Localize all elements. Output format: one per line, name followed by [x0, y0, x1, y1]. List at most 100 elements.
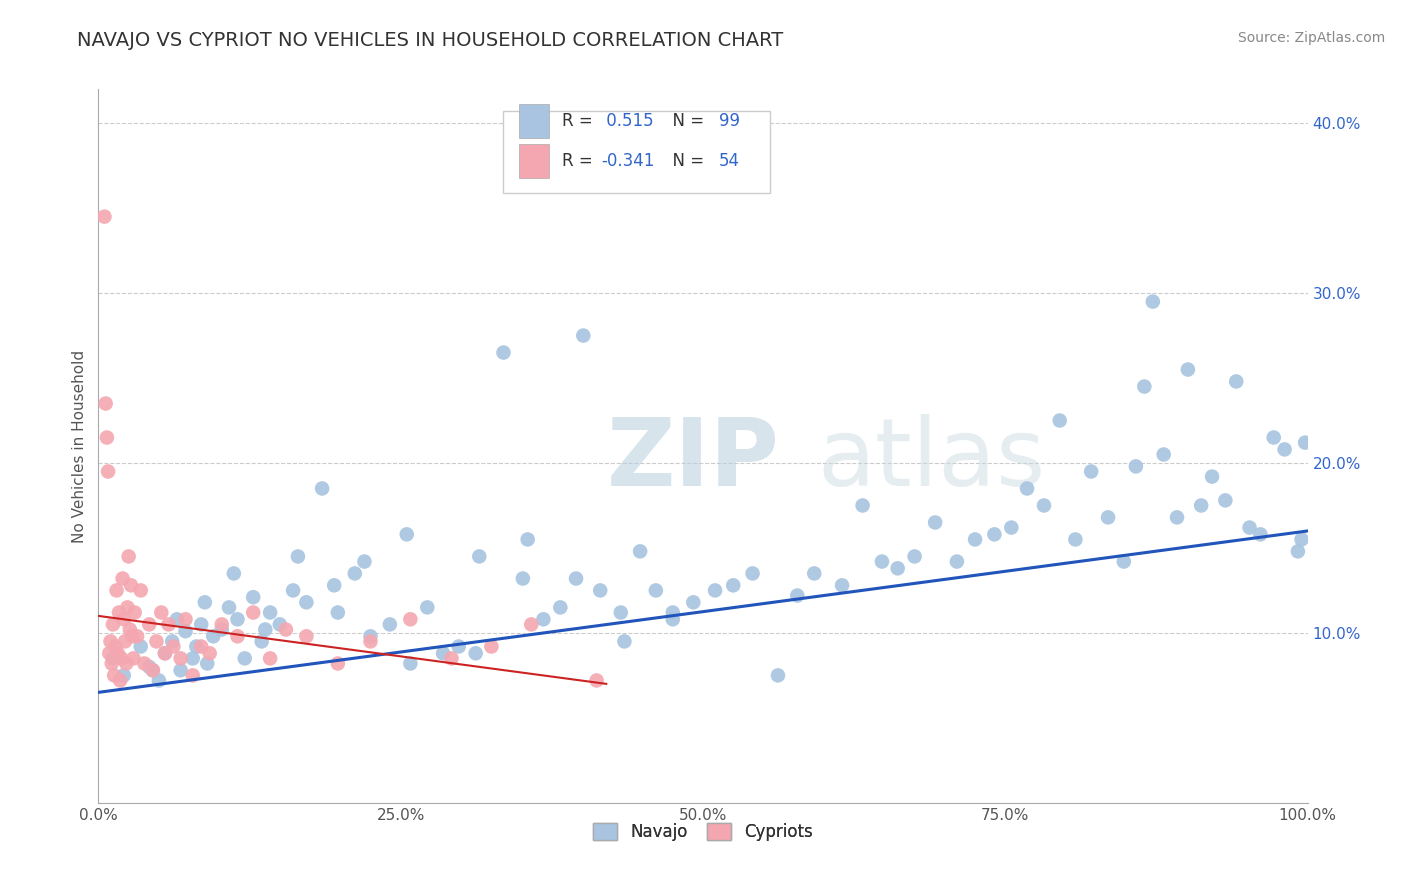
Text: NAVAJO VS CYPRIOT NO VEHICLES IN HOUSEHOLD CORRELATION CHART: NAVAJO VS CYPRIOT NO VEHICLES IN HOUSEHO… [77, 31, 783, 50]
Point [741, 566, 763, 581]
Point [360, 634, 382, 648]
Point [100, 634, 122, 648]
Point [242, 606, 264, 620]
Point [1225, 375, 1247, 389]
Point [786, 589, 808, 603]
Point [550, 600, 572, 615]
Point [399, 657, 422, 671]
Point [1249, 527, 1271, 541]
Point [946, 555, 969, 569]
Point [585, 673, 607, 688]
Point [150, 606, 173, 620]
Text: atlas: atlas [818, 414, 1046, 507]
Point [1263, 430, 1285, 444]
Point [157, 617, 180, 632]
Point [644, 583, 666, 598]
Point [492, 345, 515, 359]
Point [108, 673, 131, 688]
Point [395, 527, 418, 541]
Point [516, 533, 538, 547]
Point [181, 668, 204, 682]
Point [512, 572, 534, 586]
Point [440, 651, 463, 665]
Point [1153, 448, 1175, 462]
Point [464, 646, 486, 660]
Point [481, 640, 503, 654]
Point [447, 640, 470, 654]
Point [103, 668, 125, 682]
Point [112, 612, 135, 626]
Point [831, 578, 853, 592]
Point [169, 663, 191, 677]
Point [174, 612, 197, 626]
Point [129, 583, 152, 598]
Point [378, 617, 401, 632]
Point [326, 657, 349, 671]
Point [98, 646, 121, 660]
Text: R =: R = [561, 153, 598, 170]
Point [118, 549, 141, 564]
Point [852, 499, 875, 513]
Point [96, 430, 118, 444]
Point [610, 606, 633, 620]
Point [287, 549, 309, 564]
Point [138, 660, 160, 674]
Point [153, 646, 176, 660]
Point [589, 583, 612, 598]
Point [153, 646, 176, 660]
Text: 54: 54 [718, 153, 740, 170]
Point [166, 612, 188, 626]
Point [983, 527, 1005, 541]
Point [870, 555, 893, 569]
Point [100, 657, 122, 671]
Point [127, 629, 149, 643]
Point [565, 572, 588, 586]
Point [323, 578, 346, 592]
FancyBboxPatch shape [503, 111, 769, 193]
Point [1097, 510, 1119, 524]
Point [93, 210, 115, 224]
Text: 99: 99 [718, 112, 740, 130]
Point [181, 651, 204, 665]
Point [1080, 465, 1102, 479]
Point [1189, 499, 1212, 513]
Point [259, 651, 281, 665]
Point [1112, 555, 1135, 569]
Point [122, 651, 145, 665]
Point [233, 651, 256, 665]
Text: -0.341: -0.341 [602, 153, 655, 170]
Point [1015, 482, 1038, 496]
Point [145, 634, 167, 648]
Legend: Navajo, Cypriots: Navajo, Cypriots [586, 816, 820, 848]
Text: 0.515: 0.515 [602, 112, 654, 130]
Point [190, 640, 212, 654]
Point [1142, 294, 1164, 309]
Point [259, 606, 281, 620]
Point [222, 566, 245, 581]
Point [107, 646, 129, 660]
Point [965, 533, 987, 547]
Point [1274, 442, 1296, 457]
Point [118, 623, 141, 637]
Point [1201, 469, 1223, 483]
Point [105, 583, 128, 598]
Point [226, 612, 249, 626]
Point [281, 583, 304, 598]
Point [1033, 499, 1056, 513]
Point [101, 617, 124, 632]
Point [129, 640, 152, 654]
Point [226, 629, 249, 643]
Point [628, 544, 651, 558]
Point [195, 657, 218, 671]
Point [295, 595, 318, 609]
Point [194, 595, 217, 609]
Point [723, 578, 745, 592]
Point [250, 634, 273, 648]
Point [101, 651, 124, 665]
Text: N =: N = [662, 112, 709, 130]
Point [1125, 459, 1147, 474]
Point [1215, 493, 1237, 508]
Point [134, 657, 156, 671]
Point [468, 549, 491, 564]
Point [211, 617, 233, 632]
